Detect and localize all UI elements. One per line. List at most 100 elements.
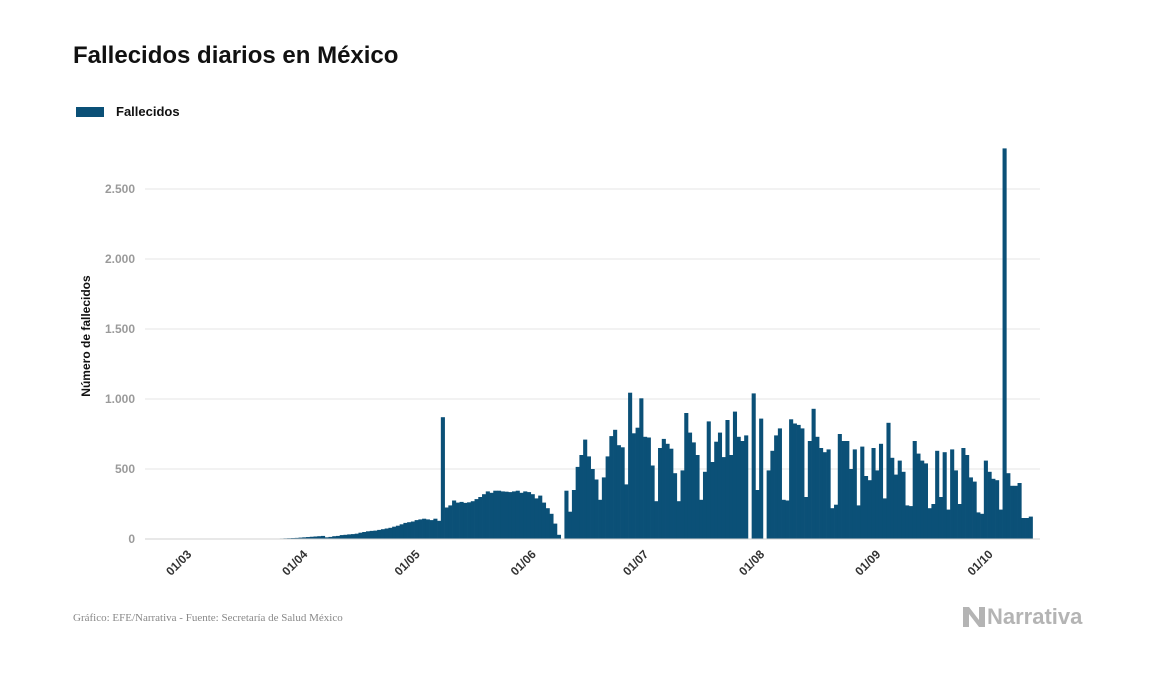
bar [556, 534, 562, 539]
bar [991, 478, 996, 539]
bar [777, 428, 782, 539]
bar [976, 512, 981, 539]
bar [369, 530, 374, 539]
bar [429, 520, 434, 539]
bar [796, 424, 801, 539]
bar [523, 491, 528, 539]
bar [358, 532, 363, 539]
bar [549, 513, 554, 539]
bar [605, 456, 610, 539]
bar [613, 429, 618, 539]
bar [673, 473, 678, 539]
bar [354, 533, 359, 539]
x-tick-label: 01/09 [852, 547, 883, 578]
bar [804, 497, 809, 539]
bar [729, 455, 734, 539]
bar [740, 441, 745, 539]
bar [339, 535, 344, 539]
bar [927, 508, 932, 539]
bar [403, 522, 408, 539]
bar [987, 471, 992, 539]
bar [852, 449, 857, 539]
bar [669, 448, 674, 539]
bar [890, 457, 895, 539]
bar [856, 505, 861, 539]
bar [620, 447, 625, 539]
bar [871, 448, 876, 539]
bar [575, 466, 580, 539]
narrativa-logo-icon [963, 607, 985, 627]
bar [418, 519, 423, 539]
bar [350, 534, 356, 539]
bar [789, 419, 794, 539]
bar [538, 495, 543, 539]
bar [995, 480, 1000, 539]
bar [923, 463, 928, 539]
bar [1002, 148, 1007, 539]
bar [1021, 518, 1026, 539]
bar [965, 455, 970, 539]
bar [702, 471, 708, 539]
bar [500, 491, 505, 539]
bar [654, 501, 659, 539]
bar [497, 490, 502, 539]
bar [893, 474, 899, 539]
bar [313, 536, 318, 539]
bar [699, 499, 704, 539]
bar [545, 508, 550, 539]
bar [643, 436, 648, 539]
bar [953, 470, 958, 539]
bar [706, 421, 711, 539]
bar [448, 505, 453, 539]
bar [530, 494, 535, 539]
bar [650, 465, 655, 539]
bar [766, 470, 771, 539]
bar [392, 526, 397, 539]
bar [459, 501, 464, 539]
bar [504, 491, 509, 539]
bar [343, 534, 348, 539]
bar [594, 479, 599, 539]
bar [463, 502, 468, 539]
bar [388, 527, 393, 539]
bar [886, 422, 891, 539]
bar [553, 523, 558, 539]
bar [1028, 516, 1033, 539]
bar [380, 529, 386, 539]
legend-label: Fallecidos [116, 104, 180, 119]
bar [564, 490, 569, 539]
x-tick-label: 01/07 [620, 547, 651, 578]
bar [590, 469, 595, 539]
bar [819, 448, 824, 539]
bar [807, 441, 812, 539]
bar [800, 428, 805, 539]
bar [710, 462, 715, 539]
bar [770, 450, 775, 539]
y-tick-label: 1.500 [105, 322, 135, 336]
bar [998, 509, 1003, 539]
bar [601, 477, 606, 539]
bar [586, 456, 591, 539]
bar [901, 471, 906, 539]
bar [864, 476, 869, 539]
bar [830, 508, 835, 539]
bar [834, 504, 839, 539]
bar [680, 470, 685, 539]
legend: Fallecidos [76, 104, 180, 119]
bar [635, 427, 640, 539]
bar [744, 435, 749, 539]
bar [725, 420, 730, 539]
x-tick-label: 01/03 [163, 547, 194, 578]
bar [624, 484, 629, 539]
y-tick-label: 1.000 [105, 392, 135, 406]
bar [785, 500, 790, 539]
bar [328, 536, 333, 539]
legend-swatch [76, 106, 104, 117]
bar [444, 507, 449, 539]
bar [422, 518, 427, 539]
bar [875, 470, 880, 539]
bar [414, 520, 419, 539]
bar [935, 450, 940, 539]
bar [1013, 485, 1018, 539]
